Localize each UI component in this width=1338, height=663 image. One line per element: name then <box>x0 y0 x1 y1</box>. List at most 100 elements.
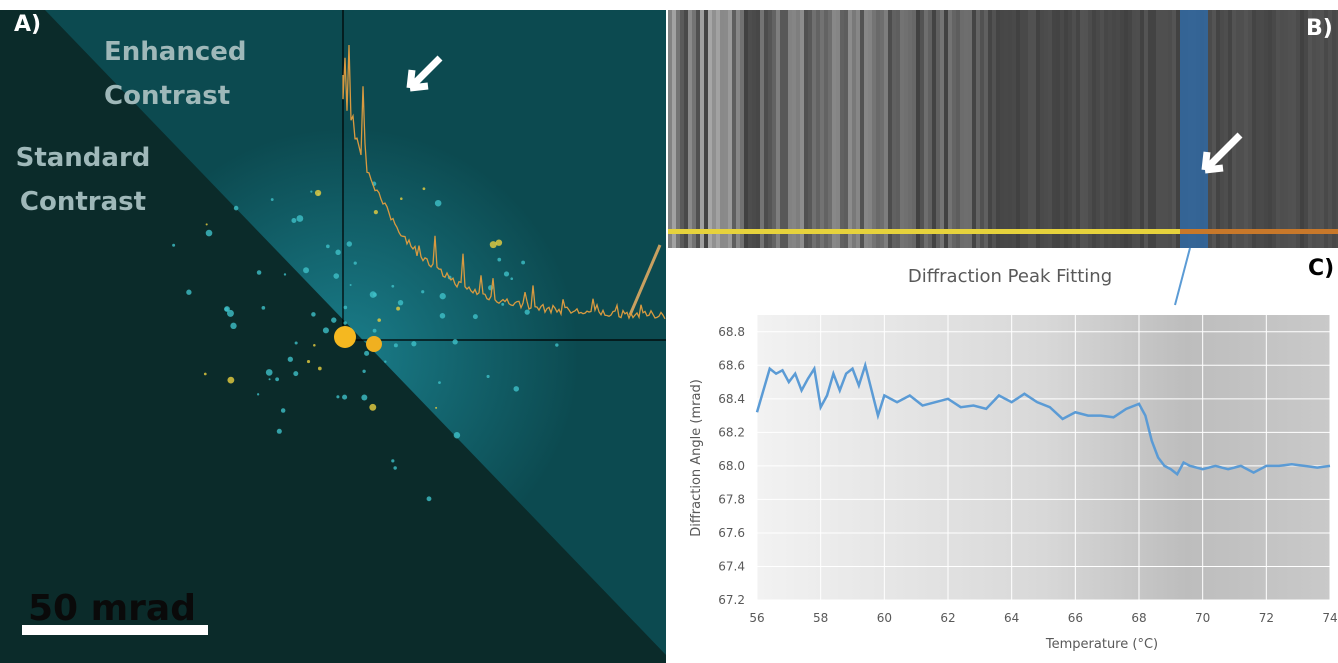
diffraction-spot <box>434 199 442 207</box>
stripe <box>856 10 860 248</box>
diffraction-spot <box>353 261 357 265</box>
stripe <box>1148 10 1152 248</box>
diffraction-spot <box>422 187 426 191</box>
stripe <box>780 10 784 248</box>
x-tick-label: 72 <box>1259 611 1274 625</box>
stripe <box>884 10 888 248</box>
diffraction-spot <box>343 321 347 325</box>
diffraction-spot <box>384 360 387 363</box>
arrow <box>406 55 443 92</box>
stripe <box>708 10 712 248</box>
stripe <box>1328 10 1332 248</box>
stripe <box>672 10 676 248</box>
spectrum-trace <box>342 44 666 320</box>
stripe <box>1336 10 1338 248</box>
stripe <box>988 10 992 248</box>
diffraction-spot <box>270 198 274 201</box>
stripe <box>844 10 848 248</box>
stripe <box>1004 10 1008 248</box>
stripe <box>1248 10 1252 248</box>
stripe <box>804 10 808 248</box>
diffraction-spot <box>421 290 425 294</box>
stripe <box>712 10 716 248</box>
stripe <box>1160 10 1164 248</box>
stripe <box>904 10 908 248</box>
stripe <box>960 10 964 248</box>
diffraction-spot <box>230 322 237 330</box>
stripe <box>808 10 812 248</box>
stripe <box>1076 10 1080 248</box>
diffraction-spot <box>224 306 230 312</box>
diffraction-spot <box>373 210 378 215</box>
y-tick-label: 67.4 <box>718 559 745 573</box>
stripe <box>852 10 856 248</box>
diffraction-spot <box>342 394 348 400</box>
diffraction-spot <box>275 377 280 382</box>
diffraction-spot <box>497 257 502 262</box>
x-tick-label: 58 <box>813 611 828 625</box>
connector-arrow <box>1174 247 1191 306</box>
stripe <box>1240 10 1244 248</box>
diffraction-spot <box>336 395 340 399</box>
stripe <box>1300 10 1304 248</box>
diffraction-spot <box>349 283 352 287</box>
stripe <box>984 10 988 248</box>
stripe <box>836 10 840 248</box>
stripe <box>1316 10 1320 248</box>
stripe <box>1288 10 1292 248</box>
diffraction-spot <box>521 260 526 265</box>
diffraction-spot <box>346 241 353 247</box>
stripe <box>748 10 752 248</box>
stripe <box>908 10 912 248</box>
stripe <box>1312 10 1316 248</box>
stripe <box>1036 10 1040 248</box>
diffraction-spot <box>426 496 432 502</box>
panel-b <box>668 10 1338 248</box>
stripe <box>1264 10 1268 248</box>
stripe <box>916 10 920 248</box>
diffraction-spot <box>501 302 505 306</box>
stripe <box>1132 10 1136 248</box>
diffraction-spot <box>435 406 438 409</box>
y-tick-label: 67.8 <box>718 492 745 506</box>
stripe <box>768 10 772 248</box>
diffraction-spot <box>280 408 286 413</box>
y-axis-label: Diffraction Angle (mrad) <box>689 379 704 537</box>
stripe <box>1032 10 1036 248</box>
y-tick-label: 67.6 <box>718 526 745 540</box>
diffraction-spot <box>311 312 316 317</box>
stripe <box>996 10 1000 248</box>
diffraction-spot <box>268 378 271 381</box>
y-tick-label: 68.6 <box>718 358 745 372</box>
stripe <box>1108 10 1112 248</box>
stripe <box>1052 10 1056 248</box>
panel-label: C) <box>1308 256 1335 281</box>
stripe <box>952 10 956 248</box>
stripe <box>1088 10 1092 248</box>
standard-contrast-label: Standard Contrast <box>15 143 151 217</box>
stripe <box>744 10 748 248</box>
diffraction-spot <box>226 309 234 317</box>
stripe <box>792 10 796 248</box>
stripe <box>872 10 876 248</box>
diffraction-spot <box>310 190 313 193</box>
stripe <box>1272 10 1276 248</box>
stripe <box>1228 10 1232 248</box>
diffraction-spot <box>391 459 395 463</box>
stripe <box>1044 10 1048 248</box>
stripe <box>1268 10 1272 248</box>
stripe <box>732 10 736 248</box>
stripe <box>812 10 816 248</box>
stripe <box>1092 10 1096 248</box>
diffraction-spot <box>331 317 337 323</box>
stripe <box>1220 10 1224 248</box>
diffraction-spot <box>293 371 299 377</box>
diffraction-spot <box>369 291 377 298</box>
y-tick-label: 67.2 <box>718 593 745 607</box>
stripe <box>1172 10 1176 248</box>
stripe <box>1084 10 1088 248</box>
scale-bar-label: 50 mrad <box>28 588 196 629</box>
scale-bar <box>22 625 208 635</box>
